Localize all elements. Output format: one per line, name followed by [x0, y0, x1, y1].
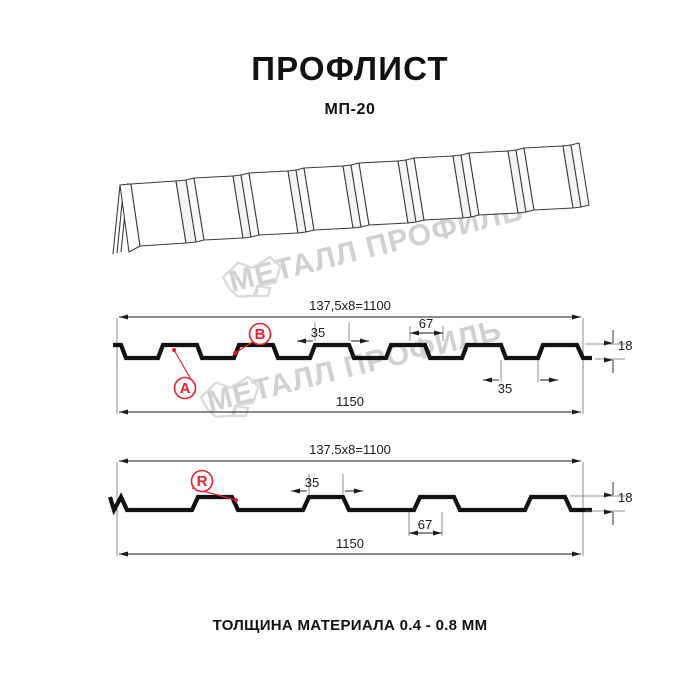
isometric-profile-view [112, 142, 590, 255]
dimension-crest-a-text: 35 [311, 325, 325, 340]
dimension-overall-r-text: 1150 [336, 536, 364, 551]
dimension-overall-a: 1150 [119, 394, 581, 415]
dimension-height-a-text: 18 [618, 338, 632, 353]
material-thickness-note: ТОЛЩИНА МАТЕРИАЛА 0.4 - 0.8 ММ [212, 617, 488, 634]
cross-section-r: 137.5x8=1100 35 67 [107, 442, 632, 557]
callout-r: R [190, 469, 238, 502]
dimension-trough-r: 67 [408, 512, 443, 536]
callout-a: A [172, 348, 197, 400]
profile-outline-r [107, 492, 592, 516]
dimension-overall-r: 1150 [119, 536, 581, 557]
callout-b: B [233, 322, 272, 355]
watermark-logo-tail-icon [254, 284, 272, 298]
dimension-pitch-a: 137,5x8=1100 [119, 298, 581, 320]
title-block: ПРОФЛИСТ МП-20 [0, 52, 700, 119]
page-title: ПРОФЛИСТ [251, 50, 449, 87]
profile-outline-a [113, 342, 592, 361]
dimension-crest-r-text: 35 [305, 475, 319, 490]
dimension-crest-a-lower: 35 [483, 360, 558, 396]
dimension-height-r: 18 [570, 482, 632, 525]
callout-b-label: B [255, 326, 266, 343]
dimension-trough-a-text: 67 [419, 316, 433, 331]
dimension-crest-a-lower-text: 35 [498, 381, 512, 396]
dimension-trough-r-text: 67 [418, 517, 432, 532]
cross-section-a: 137,5x8=1100 35 67 [113, 298, 632, 415]
dimension-pitch-r-text: 137.5x8=1100 [309, 442, 391, 457]
dimension-trough-a: 67 [409, 316, 444, 341]
callout-r-label: R [197, 473, 208, 490]
dimension-crest-r: 35 [291, 474, 363, 494]
dimension-height-a: 18 [585, 330, 632, 373]
callout-a-label: A [180, 380, 191, 397]
dimension-overall-a-text: 1150 [336, 394, 364, 409]
dimension-height-r-text: 18 [618, 490, 632, 505]
product-model-label: МП-20 [324, 101, 376, 118]
dimension-crest-a: 35 [297, 322, 369, 344]
dimension-pitch-r: 137.5x8=1100 [119, 442, 581, 464]
dimension-pitch-a-text: 137,5x8=1100 [309, 298, 391, 313]
watermark-logo-icon [221, 255, 282, 298]
